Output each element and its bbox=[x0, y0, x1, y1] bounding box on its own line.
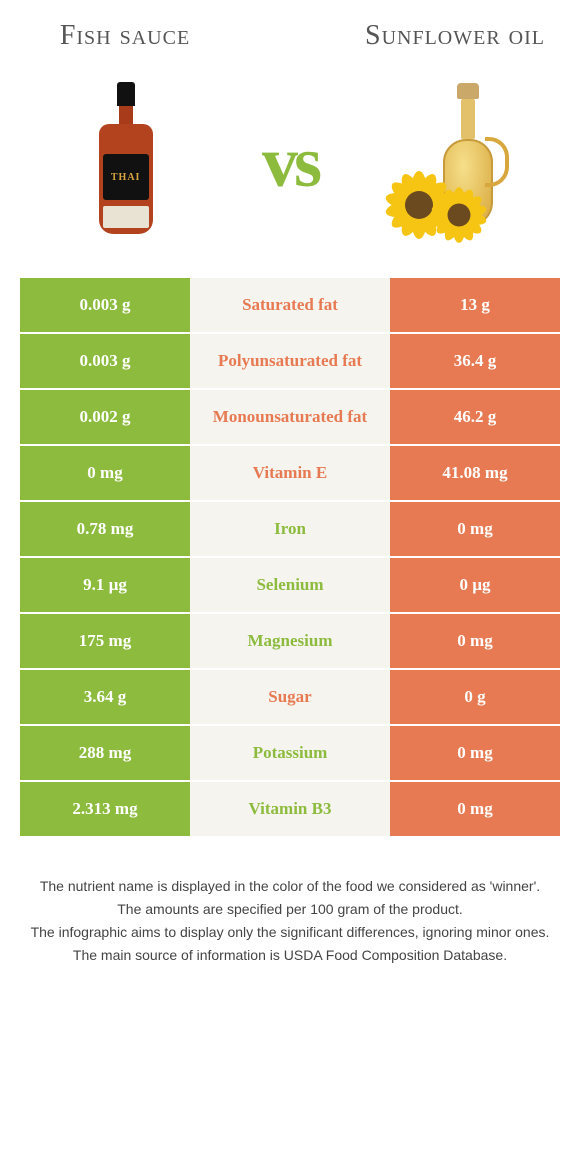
left-value: 0.003 g bbox=[20, 334, 190, 388]
left-value: 175 mg bbox=[20, 614, 190, 668]
images-row: THAI vs bbox=[0, 62, 580, 276]
left-value: 0.003 g bbox=[20, 278, 190, 332]
right-value: 0 mg bbox=[390, 782, 560, 836]
left-value: 9.1 µg bbox=[20, 558, 190, 612]
footer-line: The amounts are specified per 100 gram o… bbox=[30, 899, 550, 920]
footer-notes: The nutrient name is displayed in the co… bbox=[30, 876, 550, 968]
left-value: 3.64 g bbox=[20, 670, 190, 724]
title-right: Sunflower oil bbox=[360, 21, 550, 52]
right-value: 41.08 mg bbox=[390, 446, 560, 500]
bottle-icon: THAI bbox=[99, 82, 153, 242]
table-row: 288 mgPotassium0 mg bbox=[20, 724, 560, 780]
sunflower-icon bbox=[430, 185, 489, 244]
comparison-table: 0.003 gSaturated fat13 g0.003 gPolyunsat… bbox=[20, 276, 560, 836]
table-row: 0 mgVitamin E41.08 mg bbox=[20, 444, 560, 500]
left-value: 288 mg bbox=[20, 726, 190, 780]
right-value: 13 g bbox=[390, 278, 560, 332]
nutrient-label: Iron bbox=[190, 502, 390, 556]
right-value: 36.4 g bbox=[390, 334, 560, 388]
table-row: 3.64 gSugar0 g bbox=[20, 668, 560, 724]
left-value: 0 mg bbox=[20, 446, 190, 500]
right-value: 0 g bbox=[390, 670, 560, 724]
sunflower-oil-image bbox=[379, 72, 529, 252]
vs-label: vs bbox=[262, 121, 318, 204]
footer-line: The nutrient name is displayed in the co… bbox=[30, 876, 550, 897]
nutrient-label: Saturated fat bbox=[190, 278, 390, 332]
table-row: 9.1 µgSelenium0 µg bbox=[20, 556, 560, 612]
nutrient-label: Polyunsaturated fat bbox=[190, 334, 390, 388]
right-value: 0 mg bbox=[390, 726, 560, 780]
left-value: 2.313 mg bbox=[20, 782, 190, 836]
table-row: 0.002 gMonounsaturated fat46.2 g bbox=[20, 388, 560, 444]
table-row: 175 mgMagnesium0 mg bbox=[20, 612, 560, 668]
nutrient-label: Vitamin E bbox=[190, 446, 390, 500]
right-value: 0 µg bbox=[390, 558, 560, 612]
left-value: 0.002 g bbox=[20, 390, 190, 444]
right-value: 46.2 g bbox=[390, 390, 560, 444]
nutrient-label: Potassium bbox=[190, 726, 390, 780]
nutrient-label: Selenium bbox=[190, 558, 390, 612]
right-value: 0 mg bbox=[390, 614, 560, 668]
table-row: 2.313 mgVitamin B30 mg bbox=[20, 780, 560, 836]
table-row: 0.003 gPolyunsaturated fat36.4 g bbox=[20, 332, 560, 388]
title-left: Fish sauce bbox=[30, 20, 220, 52]
footer-line: The infographic aims to display only the… bbox=[30, 922, 550, 943]
right-value: 0 mg bbox=[390, 502, 560, 556]
table-row: 0.78 mgIron0 mg bbox=[20, 500, 560, 556]
oil-icon bbox=[379, 77, 529, 247]
fish-sauce-image: THAI bbox=[51, 72, 201, 252]
nutrient-label: Magnesium bbox=[190, 614, 390, 668]
nutrient-label: Sugar bbox=[190, 670, 390, 724]
nutrient-label: Monounsaturated fat bbox=[190, 390, 390, 444]
header: Fish sauce Sunflower oil bbox=[0, 0, 580, 62]
nutrient-label: Vitamin B3 bbox=[190, 782, 390, 836]
footer-line: The main source of information is USDA F… bbox=[30, 945, 550, 966]
table-row: 0.003 gSaturated fat13 g bbox=[20, 276, 560, 332]
left-value: 0.78 mg bbox=[20, 502, 190, 556]
